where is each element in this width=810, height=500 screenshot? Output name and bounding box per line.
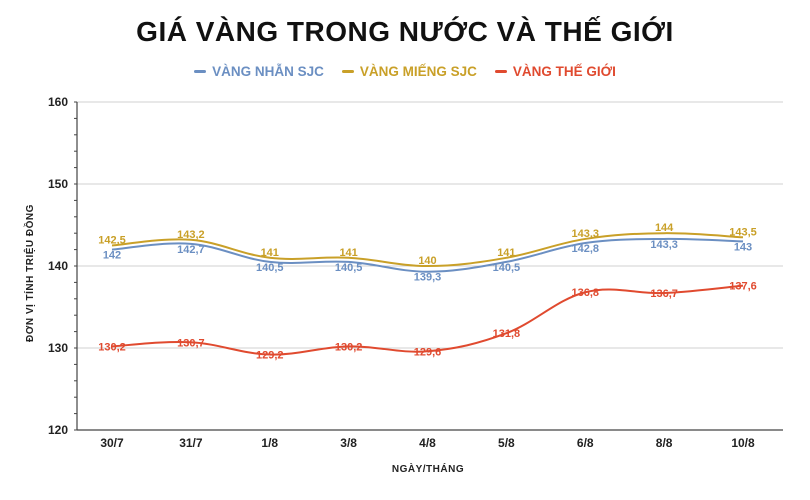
x-tick-label: 30/7 [100,436,124,450]
y-tick-label: 120 [48,423,68,437]
data-label-vang-nhan-sjc: 139,3 [414,272,442,284]
data-label-vang-mieng-sjc: 141 [261,247,279,259]
data-label-vang-nhan-sjc: 142 [103,250,121,262]
grid-lines [77,101,783,431]
data-label-vang-the-gioi: 136,7 [650,288,678,300]
x-tick-label: 4/8 [419,436,436,450]
legend-item-vang-mieng-sjc: VÀNG MIẾNG SJC [341,64,477,79]
legend-item-vang-the-gioi: VÀNG THẾ GIỚI [494,64,616,79]
y-tick-label: 130 [48,341,68,355]
data-label-vang-nhan-sjc: 143,3 [650,239,678,251]
x-tick-label: 10/8 [731,436,755,450]
x-tick-label: 8/8 [656,436,673,450]
data-label-vang-mieng-sjc: 144 [655,222,674,234]
data-label-vang-nhan-sjc: 140,5 [493,262,521,274]
x-tick-label: 3/8 [340,436,357,450]
series-lines [111,232,744,356]
series-line-vang-the-gioi [111,284,744,356]
data-label-vang-nhan-sjc: 142,8 [571,243,599,255]
data-label-vang-mieng-sjc: 141 [497,247,515,259]
y-axis-title: ĐƠN VỊ TÍNH TRIỆU ĐỒNG [23,204,36,342]
data-label-vang-the-gioi: 129,6 [414,346,442,358]
x-tick-label: 31/7 [179,436,203,450]
legend-swatch-vang-mieng-sjc [341,70,354,73]
x-tick-label: 1/8 [261,436,278,450]
data-label-vang-nhan-sjc: 143 [734,241,752,253]
data-label-vang-the-gioi: 130,7 [177,337,205,349]
data-label-vang-the-gioi: 129,2 [256,350,284,362]
legend-label-vang-mieng-sjc: VÀNG MIẾNG SJC [359,64,477,79]
data-label-vang-nhan-sjc: 140,5 [335,262,363,274]
data-label-vang-the-gioi: 137,6 [729,281,757,293]
data-label-vang-the-gioi: 130,2 [98,341,126,353]
data-label-vang-the-gioi: 131,8 [493,328,521,340]
legend-label-vang-the-gioi: VÀNG THẾ GIỚI [512,64,616,79]
x-axis-title: NGÀY/THÁNG [392,462,464,475]
data-label-vang-nhan-sjc: 142,7 [177,244,205,256]
data-label-vang-mieng-sjc: 141 [339,247,357,259]
data-label-vang-mieng-sjc: 140 [418,255,436,267]
chart-legend: VÀNG NHẪN SJC VÀNG MIẾNG SJC VÀNG THẾ GI… [0,64,810,79]
axes: 120 130 140 150 160 30/7 31/7 1/8 3/8 4/8 5/8 6/8 8/… [48,95,755,450]
y-tick-label: 150 [48,177,68,191]
chart-title: GIÁ VÀNG TRONG NƯỚC VÀ THẾ GIỚI [136,16,674,47]
legend-label-vang-nhan-sjc: VÀNG NHẪN SJC [212,64,324,79]
data-label-vang-mieng-sjc: 142,5 [98,235,126,247]
data-labels: 142 142,7 140,5 140,5 139,3 140,5 142,8 143,3 14… [98,222,757,361]
legend-swatch-vang-the-gioi [494,70,507,73]
y-tick-label: 160 [48,95,68,109]
data-label-vang-nhan-sjc: 140,5 [256,262,284,274]
data-label-vang-mieng-sjc: 143,2 [177,229,205,241]
data-label-vang-the-gioi: 136,8 [571,287,599,299]
data-label-vang-mieng-sjc: 143,5 [729,226,757,238]
data-label-vang-mieng-sjc: 143,3 [571,228,599,240]
y-tick-label: 140 [48,259,68,273]
legend-item-vang-nhan-sjc: VÀNG NHẪN SJC [194,64,324,79]
legend-swatch-vang-nhan-sjc [194,70,207,73]
x-tick-label: 5/8 [498,436,515,450]
data-label-vang-the-gioi: 130,2 [335,341,363,353]
x-tick-label: 6/8 [577,436,594,450]
